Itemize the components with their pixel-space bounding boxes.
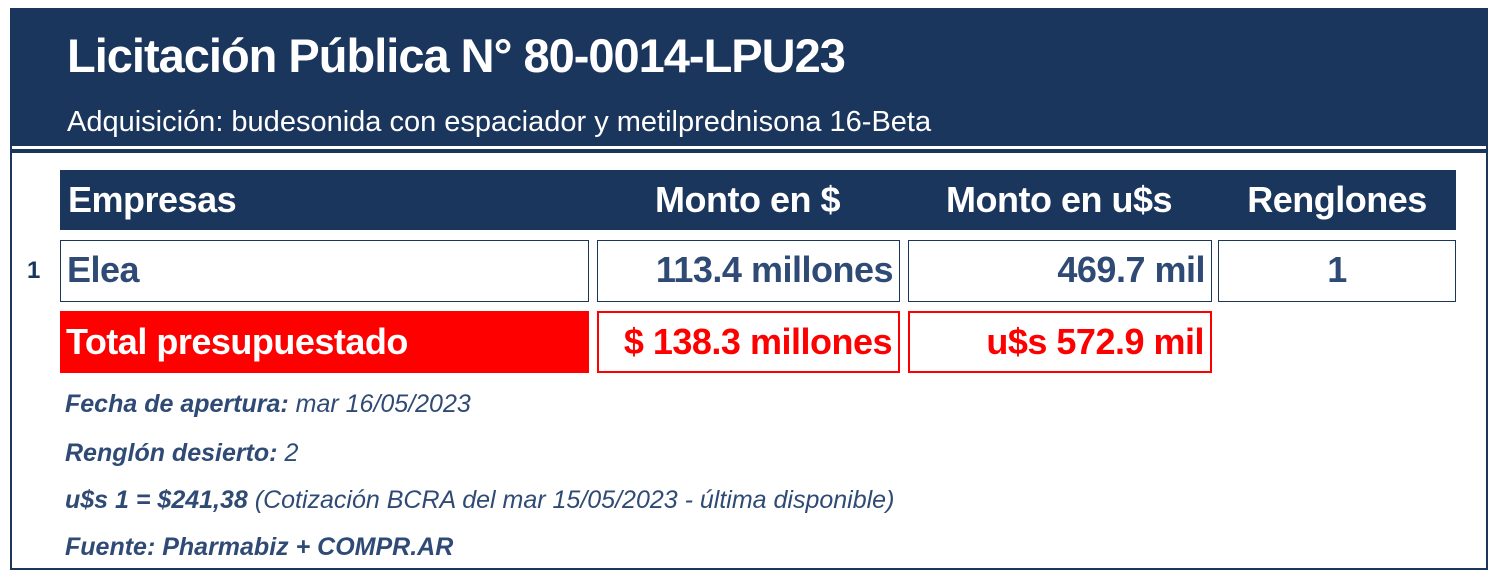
header-divider — [12, 146, 1486, 153]
note-renglon-desierto: Renglón desierto: 2 — [65, 439, 298, 468]
cell-renglones: 1 — [1218, 240, 1456, 302]
table-header-row — [60, 170, 1456, 230]
row-index: 1 — [27, 257, 41, 284]
total-label: Total presupuestado — [60, 311, 589, 373]
note-cotizacion: u$s 1 = $241,38 (Cotización BCRA del mar… — [65, 486, 894, 515]
column-header-renglones: Renglones — [1247, 179, 1427, 220]
note-cotizacion-label: u$s 1 = $241,38 — [65, 486, 248, 514]
header-banner: Licitación Pública N° 80-0014-LPU23 Adqu… — [12, 10, 1486, 146]
total-monto-pesos: $ 138.3 millones — [597, 311, 900, 373]
note-fecha-apertura: Fecha de apertura: mar 16/05/2023 — [65, 390, 471, 419]
note-fuente: Fuente: Pharmabiz + COMPR.AR — [65, 533, 453, 562]
page-title: Licitación Pública N° 80-0014-LPU23 — [67, 29, 846, 82]
note-renglon-desierto-label: Renglón desierto: — [65, 439, 278, 467]
note-fuente-text: Fuente: Pharmabiz + COMPR.AR — [65, 533, 454, 561]
column-header-empresas: Empresas — [68, 179, 237, 220]
header-divider-gap — [12, 146, 1486, 149]
licitacion-card: Licitación Pública N° 80-0014-LPU23 Adqu… — [10, 8, 1488, 570]
total-monto-usd: u$s 572.9 mil — [908, 311, 1212, 373]
column-header-monto-usd: Monto en u$s — [946, 179, 1173, 220]
note-fecha-apertura-value: mar 16/05/2023 — [295, 390, 471, 418]
cell-monto-pesos: 113.4 millones — [597, 240, 900, 302]
note-cotizacion-value: (Cotización BCRA del mar 15/05/2023 - úl… — [254, 486, 895, 514]
cell-monto-usd: 469.7 mil — [908, 240, 1212, 302]
note-fecha-apertura-label: Fecha de apertura: — [65, 390, 289, 418]
column-header-monto-pesos: Monto en $ — [655, 179, 840, 220]
note-renglon-desierto-value: 2 — [284, 439, 299, 467]
cell-empresa: Elea — [60, 240, 589, 302]
page-subtitle: Adquisición: budesonida con espaciador y… — [67, 106, 932, 138]
